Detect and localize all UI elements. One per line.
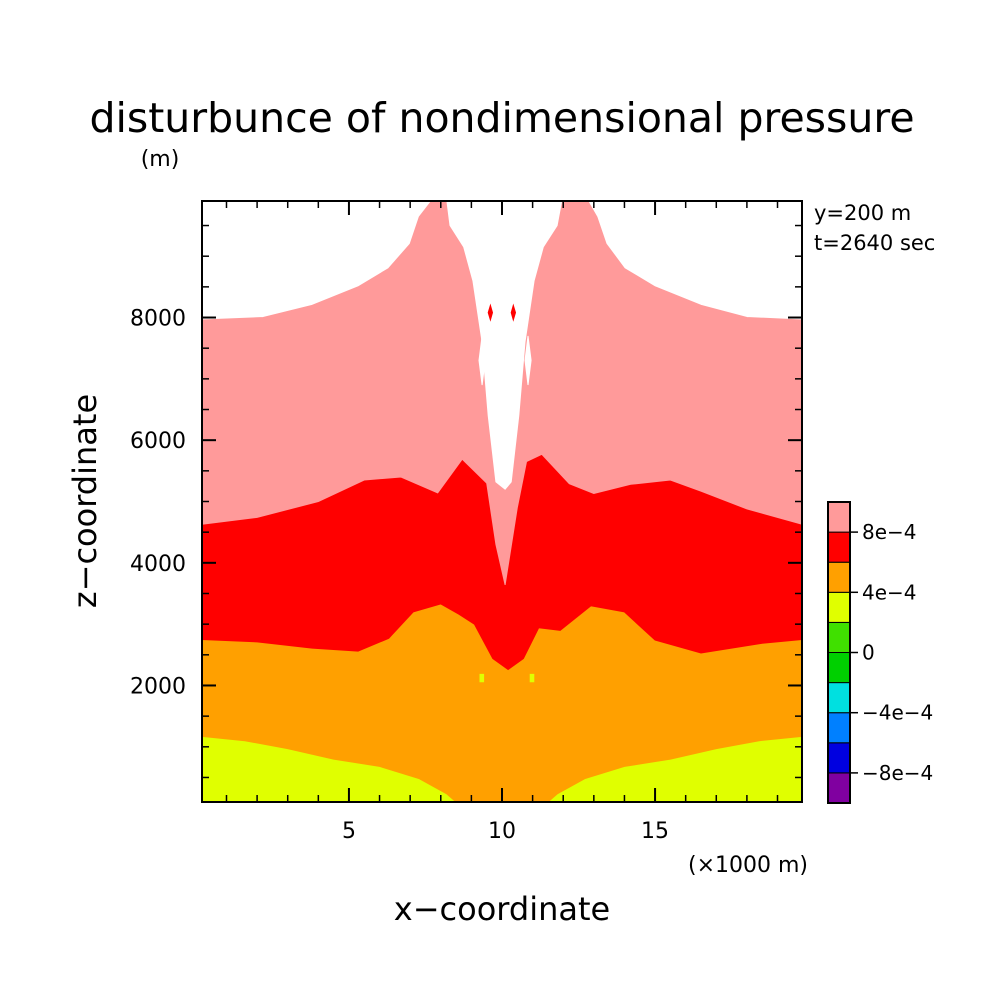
x-axis-title: x−coordinate — [394, 890, 610, 928]
colorbar-swatch — [827, 591, 851, 623]
contour-region-11 — [479, 673, 485, 683]
y-axis-title: z−coordinate — [66, 394, 104, 608]
colorbar-swatch — [827, 621, 851, 654]
y-tick-label: 2000 — [130, 674, 186, 699]
y-tick-label: 6000 — [130, 429, 186, 454]
colorbar-tick-label: −8e−4 — [862, 761, 933, 785]
axis-ticks: 5 10 15 2000 4000 6000 8000 — [130, 201, 802, 844]
contour-region-10 — [510, 303, 517, 322]
annotation-t: t=2640 sec — [814, 231, 935, 255]
annotation-y: y=200 m — [814, 201, 911, 225]
colorbar-swatch — [827, 561, 851, 593]
contour-regions — [202, 201, 802, 802]
contour-region-12 — [529, 673, 535, 683]
contour-region-7 — [478, 335, 486, 386]
x-tick-label: 15 — [641, 819, 669, 844]
colorbar-swatch — [827, 772, 851, 804]
colorbar-swatch — [827, 531, 851, 563]
y-tick-label: 8000 — [130, 307, 186, 332]
x-tick-label: 5 — [342, 819, 356, 844]
title-unit: (m) — [141, 147, 180, 172]
colorbar-swatch — [827, 682, 851, 714]
x-axis-unit: (×1000 m) — [688, 853, 808, 878]
x-tick-label: 10 — [488, 819, 516, 844]
colorbar-tick-label: −4e−4 — [862, 701, 933, 725]
colorbar-swatch — [827, 501, 851, 533]
colorbar: −8e−4 −4e−4 0 4e−4 8e−4 — [827, 501, 933, 804]
colorbar-tick-label: 8e−4 — [862, 520, 917, 544]
chart-title: disturbunce of nondimensional pressure — [89, 94, 914, 142]
contour-region-9 — [487, 303, 494, 322]
contour-region-8 — [524, 335, 532, 386]
colorbar-swatch — [827, 742, 851, 774]
contour-region-6 — [446, 201, 563, 490]
y-tick-label: 4000 — [130, 552, 186, 577]
colorbar-swatch — [827, 712, 851, 744]
colorbar-tick-label: 4e−4 — [862, 580, 917, 604]
colorbar-swatch — [827, 652, 851, 684]
colorbar-tick-label: 0 — [862, 641, 875, 665]
